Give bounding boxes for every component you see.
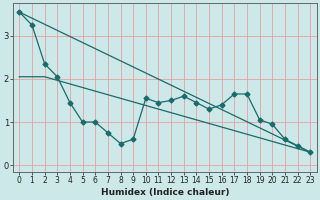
X-axis label: Humidex (Indice chaleur): Humidex (Indice chaleur) [100, 188, 229, 197]
